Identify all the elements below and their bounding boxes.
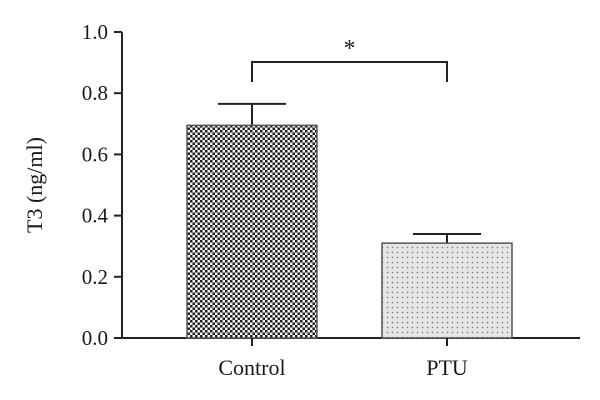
y-tick-label: 0.8 xyxy=(82,81,108,105)
y-tick-label: 0.6 xyxy=(82,142,108,166)
significance-bracket xyxy=(251,61,448,82)
x-ticks: Control PTU xyxy=(218,338,468,380)
x-tick-label-ptu: PTU xyxy=(426,355,468,380)
y-tick-label: 0.4 xyxy=(82,204,109,228)
bar-control xyxy=(186,124,318,339)
y-ticks: 0.0 0.2 0.4 0.6 0.8 1.0 xyxy=(82,20,122,350)
y-tick-label: 0.2 xyxy=(82,265,108,289)
y-axis-label: T3 (ng/ml) xyxy=(22,137,47,233)
bars xyxy=(186,102,513,339)
x-tick-label-control: Control xyxy=(218,355,285,380)
significance-star: * xyxy=(344,36,356,62)
significance-annotation: * xyxy=(251,36,448,82)
bar-ptu xyxy=(381,242,513,339)
y-tick-label: 1.0 xyxy=(82,20,108,44)
y-tick-label: 0.0 xyxy=(82,326,108,350)
